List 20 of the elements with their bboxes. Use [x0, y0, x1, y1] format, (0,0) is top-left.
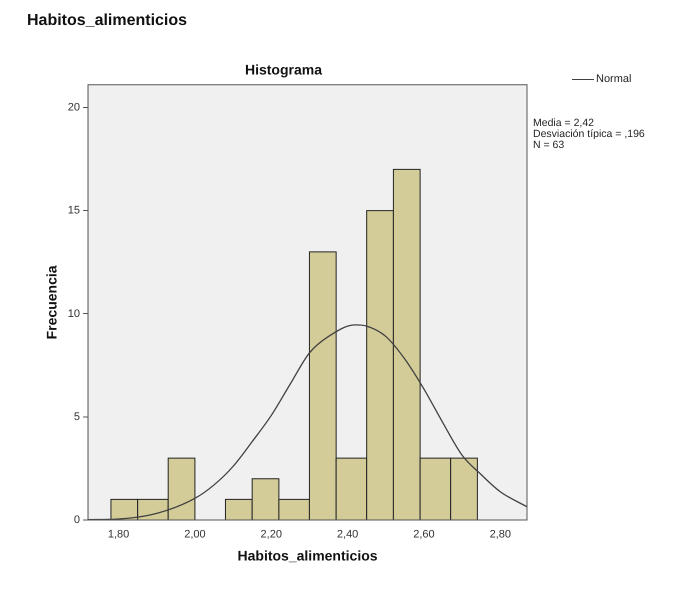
legend-label: Normal — [596, 73, 632, 85]
x-tick-label: 2,80 — [490, 528, 511, 541]
x-tick-label: 2,20 — [260, 528, 282, 541]
y-tick-label: 5 — [74, 410, 80, 423]
x-tick-label: 2,60 — [413, 528, 435, 541]
text: Media = 2,42 — [533, 117, 596, 129]
x-tick-label: 1,80 — [108, 528, 130, 541]
y-axis-title: Frecuencia — [43, 265, 60, 340]
text: Desviación típica = ,196 — [533, 128, 645, 140]
line-series — [88, 324, 527, 520]
x-tick-label: 2,40 — [336, 528, 358, 541]
text: N = 63 — [533, 139, 566, 151]
x-axis-title: Habitos_alimenticios — [237, 547, 378, 564]
chart-title: Habitos_alimenticios — [27, 12, 188, 30]
y-tick-label: 0 — [74, 514, 80, 526]
chart-subtitle: Histograma — [244, 61, 322, 78]
y-tick-label: 20 — [68, 102, 80, 114]
y-tick-label: 10 — [68, 308, 80, 320]
x-tick-label: 2,00 — [184, 528, 206, 541]
y-tick-label: 15 — [68, 204, 80, 217]
